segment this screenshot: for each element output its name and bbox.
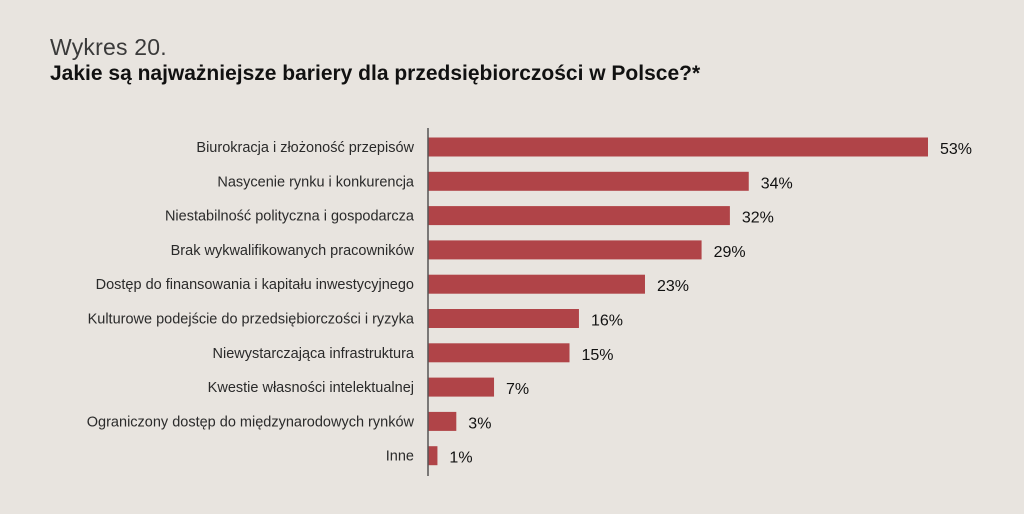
category-label: Dostęp do finansowania i kapitału inwest… <box>96 277 414 293</box>
value-label: 7% <box>506 381 529 398</box>
category-label: Niestabilność polityczna i gospodarcza <box>165 209 415 225</box>
category-label: Niewystarczająca infrastruktura <box>213 346 415 362</box>
bar-9 <box>428 446 438 466</box>
chart-subtitle: Wykres 20. <box>50 34 167 60</box>
value-label: 29% <box>714 244 746 261</box>
bar-1 <box>428 171 749 191</box>
category-label: Inne <box>386 449 414 465</box>
category-label: Biurokracja i złożoność przepisów <box>196 140 414 156</box>
bar-5 <box>428 309 579 328</box>
value-label: 3% <box>468 415 491 432</box>
category-label: Kulturowe podejście do przedsiębiorczośc… <box>88 312 415 328</box>
bar-3 <box>428 240 702 260</box>
category-label: Brak wykwalifikowanych pracowników <box>171 243 415 259</box>
value-label: 23% <box>657 278 689 295</box>
bar-2 <box>428 206 730 226</box>
value-label: 1% <box>449 450 472 467</box>
category-label: Ograniczony dostęp do międzynarodowych r… <box>87 414 415 430</box>
bars-group: Biurokracja i złożoność przepisów 53% Nasy… <box>87 137 972 467</box>
chart-title: Jakie są najważniejsze bariery dla przed… <box>50 62 701 85</box>
category-label: Nasycenie rynku i konkurencja <box>217 174 415 190</box>
value-label: 15% <box>582 347 614 364</box>
value-label: 34% <box>761 175 793 192</box>
bar-6 <box>428 343 570 363</box>
bar-8 <box>428 411 457 431</box>
bar-4 <box>428 274 645 294</box>
bar-7 <box>428 377 495 397</box>
bar-0 <box>428 137 928 157</box>
value-label: 16% <box>591 313 623 330</box>
value-label: 53% <box>940 141 972 158</box>
value-label: 32% <box>742 210 774 227</box>
category-label: Kwestie własności intelektualnej <box>208 380 414 396</box>
